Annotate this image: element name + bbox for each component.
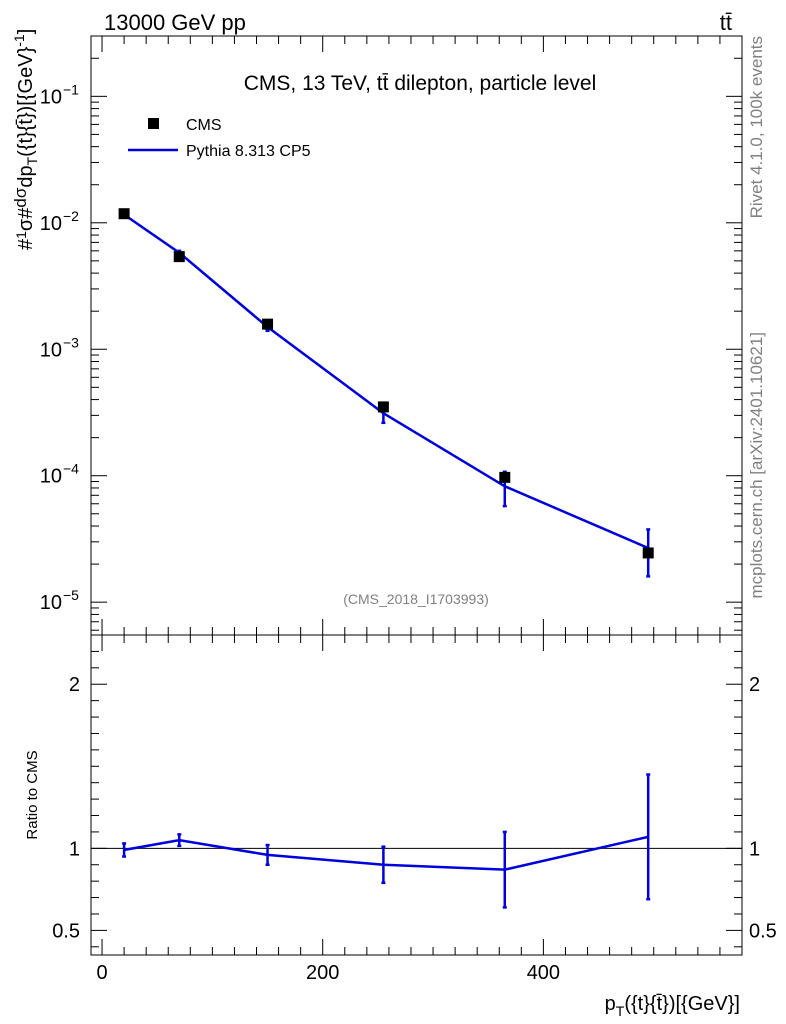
main-panel: 10−510−410−310−210−1 CMS, 13 TeV, tt̄ di… — [11, 29, 743, 636]
ratio-y-ticks: 0.5 0.5 1 1 2 2 — [52, 650, 777, 948]
main-y-tick-label: 10 — [40, 339, 62, 361]
main-x-ticks — [101, 36, 721, 635]
cms-data-point — [377, 401, 389, 413]
x-tick-label: 400 — [527, 962, 560, 984]
ratio-y-tick-label: 0.5 — [52, 920, 80, 942]
ratio-y-tick-label: 2 — [69, 674, 80, 696]
source-label: mcplots.cern.ch [arXiv:2401.10621] — [747, 332, 766, 598]
main-y-tick-label: 10 — [40, 466, 62, 488]
cms-series — [118, 208, 654, 559]
analysis-id: (CMS_2018_I1703993) — [343, 591, 489, 607]
mc-series — [122, 211, 651, 578]
main-y-tick-label: 10 — [40, 213, 62, 235]
ratio-y-tick-label-right: 1 — [749, 838, 760, 860]
main-y-tick-label: 10 — [40, 86, 62, 108]
ratio-series — [122, 773, 651, 909]
main-y-tick-exponent: −4 — [63, 461, 79, 477]
cms-data-point — [499, 471, 511, 483]
cms-data-point — [173, 251, 185, 263]
ratio-line — [123, 835, 649, 871]
legend-cms-label: CMS — [186, 117, 222, 134]
main-y-axis-label: #1σ#dσdpT({t}{t̄})[{GeV}-1] — [11, 29, 40, 250]
x-axis-label: pT({t}{t̄})[{GeV}] — [605, 993, 740, 1019]
ratio-x-ticks: 0 200 400 — [96, 635, 721, 984]
ratio-panel: 0.5 0.5 1 1 2 2 0 200 400 Ratio to CMS pT({t}{t… — [24, 634, 777, 1019]
ratio-y-tick-label-right: 2 — [749, 674, 760, 696]
energy-label: 13000 GeV pp — [104, 10, 246, 35]
legend: CMS Pythia 8.313 CP5 — [128, 117, 311, 160]
ratio-y-tick-label: 1 — [69, 838, 80, 860]
legend-mc-label: Pythia 8.313 CP5 — [186, 143, 311, 160]
legend-cms-marker — [148, 118, 159, 129]
main-y-tick-exponent: −1 — [63, 81, 79, 97]
mc-line — [123, 213, 649, 550]
main-y-tick-exponent: −5 — [63, 587, 79, 603]
main-y-tick-exponent: −2 — [63, 208, 79, 224]
cms-data-point — [642, 547, 654, 559]
ratio-y-tick-label-right: 0.5 — [749, 920, 777, 942]
main-y-axis-label-text: #1σ#dσdpT({t}{t̄})[{GeV}-1] — [11, 29, 40, 250]
main-y-tick-exponent: −3 — [63, 334, 79, 350]
ratio-frame — [90, 634, 743, 956]
x-tick-label: 200 — [306, 962, 339, 984]
cms-data-point — [262, 318, 274, 330]
cms-data-point — [118, 208, 130, 220]
process-label: tt̄ — [720, 10, 732, 35]
chart-title: CMS, 13 TeV, tt̄ dilepton, particle leve… — [244, 72, 597, 95]
x-tick-label: 0 — [96, 962, 107, 984]
main-y-tick-label: 10 — [40, 592, 62, 614]
rivet-version-label: Rivet 4.1.0, 100k events — [747, 36, 766, 218]
ratio-y-axis-label: Ratio to CMS — [24, 750, 41, 839]
main-y-ticks: 10−510−410−310−210−1 — [40, 57, 742, 631]
